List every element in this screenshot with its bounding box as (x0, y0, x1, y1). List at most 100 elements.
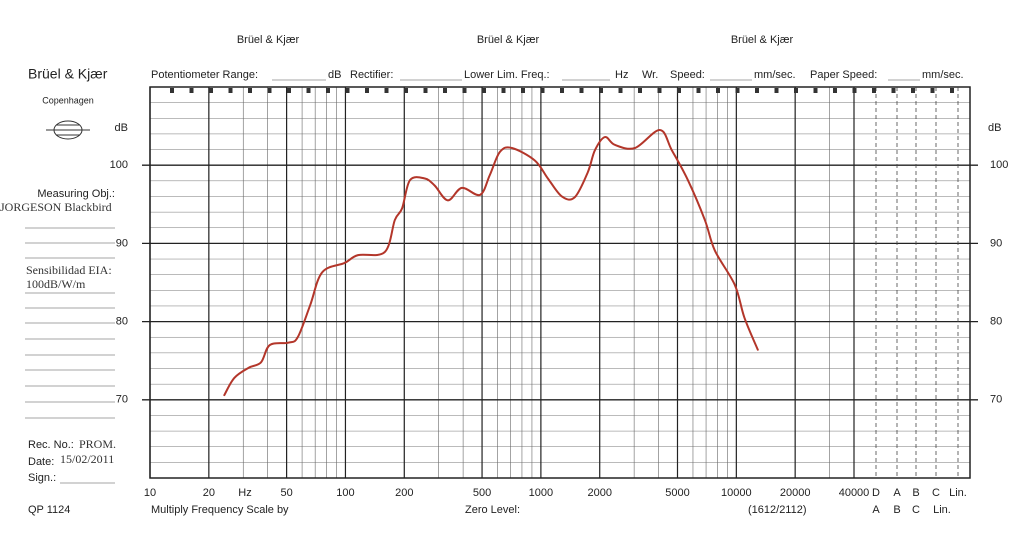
date-label: Date: (28, 456, 54, 468)
top-mark (189, 88, 194, 93)
brand-header: Brüel & Kjær (477, 34, 540, 46)
x-tick-label: 500 (473, 487, 491, 499)
top-mark (872, 88, 876, 93)
top-mark (696, 88, 701, 93)
top-mark (540, 88, 545, 93)
top-mark (345, 88, 350, 93)
x-tick-label: 10 (144, 487, 156, 499)
top-mark (267, 88, 272, 93)
top-mark (657, 88, 662, 93)
x-tick-label: 40000 (839, 487, 870, 499)
y-tick-label: 70 (116, 394, 128, 406)
top-mark (560, 88, 564, 93)
top-mark (443, 88, 447, 93)
x-tick-label: 1000 (529, 487, 553, 499)
y-tick-label: 90 (990, 237, 1002, 249)
top-mark (755, 88, 759, 93)
header-field: Potentiometer Range: (151, 69, 258, 81)
top-mark (228, 88, 233, 93)
top-mark (638, 88, 642, 93)
top-mark (482, 88, 486, 93)
top-mark (384, 88, 389, 93)
top-mark (833, 88, 837, 93)
column-label: A (872, 504, 880, 516)
x-unit: Hz (238, 487, 251, 499)
column-label: C (932, 487, 940, 499)
y-tick-label: 80 (990, 316, 1002, 328)
top-mark (365, 88, 369, 93)
x-tick-label: 2000 (587, 487, 611, 499)
response-curve (223, 129, 759, 397)
column-label: C (912, 504, 920, 516)
top-mark (774, 88, 779, 93)
header-field: mm/sec. (922, 69, 964, 81)
form-lines (25, 227, 115, 484)
top-mark (521, 88, 525, 93)
header-field: Hz (615, 69, 628, 81)
x-tick-label: 20 (203, 487, 215, 499)
top-mark (209, 88, 213, 93)
rec-no-value: PROM. (79, 437, 116, 451)
plot-frame (149, 86, 971, 479)
top-mark (813, 88, 818, 93)
header-field: dB (328, 69, 341, 81)
brand-header: Brüel & Kjær (731, 34, 794, 46)
top-mark (950, 88, 954, 93)
y-tick-label: 80 (116, 316, 128, 328)
logo (46, 120, 90, 140)
column-label: B (893, 504, 900, 516)
x-tick-label: 20000 (780, 487, 811, 499)
top-mark (404, 88, 408, 93)
top-mark (794, 88, 798, 93)
brand: Brüel & Kjær (28, 66, 108, 82)
top-mark (501, 88, 506, 93)
measuring-obj-value: JORGESON Blackbird (0, 200, 112, 214)
top-mark (716, 88, 720, 93)
top-mark (287, 88, 291, 93)
header-field: Rectifier: (350, 69, 393, 81)
column-label: A (893, 487, 901, 499)
city: Copenhagen (42, 95, 94, 105)
header-field: Speed: (670, 69, 705, 81)
y-tick-label: 70 (990, 394, 1002, 406)
x-tick-label: 100 (336, 487, 354, 499)
header-field: mm/sec. (754, 69, 796, 81)
top-mark (930, 88, 935, 93)
column-label: Lin. (933, 504, 951, 516)
x-tick-label: 50 (280, 487, 292, 499)
plot (223, 129, 759, 397)
measuring-obj-label: Measuring Obj.: (37, 188, 115, 200)
form-number: QP 1124 (28, 504, 70, 516)
header-field: Lower Lim. Freq.: (464, 69, 550, 81)
paper-code: (1612/2112) (748, 504, 807, 516)
x-tick-label: 5000 (665, 487, 689, 499)
multiply-label: Multiply Frequency Scale by (151, 504, 289, 516)
top-mark (306, 88, 311, 93)
top-mark (423, 88, 428, 93)
top-mark (891, 88, 896, 93)
top-mark (170, 88, 174, 93)
top-mark (618, 88, 623, 93)
y-tick-label: 100 (990, 159, 1008, 171)
top-mark (248, 88, 252, 93)
top-mark (599, 88, 603, 93)
column-label: B (912, 487, 919, 499)
sensitivity-value: 100dB/W/m (26, 277, 86, 291)
top-mark (852, 88, 857, 93)
column-label: Lin. (949, 487, 967, 499)
top-mark (462, 88, 467, 93)
y-unit: dB (988, 122, 1001, 134)
top-mark (735, 88, 740, 93)
zero-level-label: Zero Level: (465, 504, 520, 516)
y-tick-label: 90 (116, 237, 128, 249)
date-value: 15/02/2011 (60, 452, 114, 466)
top-mark (911, 88, 915, 93)
y-tick-label: 100 (110, 159, 128, 171)
top-mark (579, 88, 584, 93)
column-label: D (872, 487, 880, 499)
top-mark (677, 88, 681, 93)
grid (142, 86, 978, 479)
header-field: Paper Speed: (810, 69, 877, 81)
header-field: Wr. (642, 69, 658, 81)
